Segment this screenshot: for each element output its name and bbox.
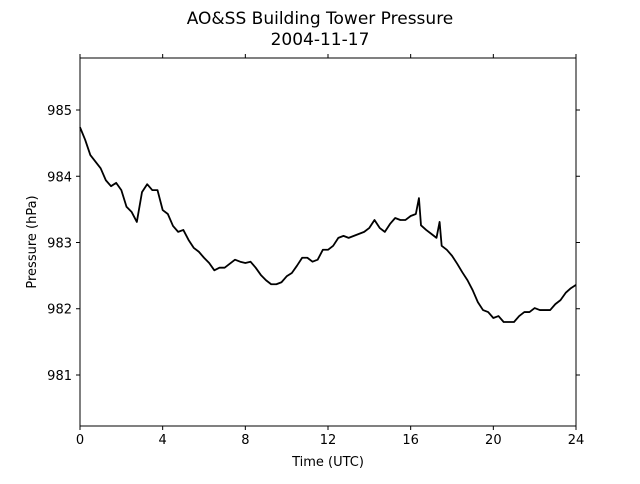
x-tick-label: 4 xyxy=(159,433,167,448)
chart-subtitle: 2004-11-17 xyxy=(271,30,370,50)
x-tick-label: 16 xyxy=(402,433,419,448)
y-tick-label: 982 xyxy=(47,303,72,318)
x-axis-label: Time (UTC) xyxy=(291,455,364,470)
y-axis-label: Pressure (hPa) xyxy=(25,195,40,288)
plot-frame xyxy=(79,57,577,427)
line xyxy=(79,126,577,323)
y-tick-label: 981 xyxy=(47,369,72,384)
chart-title: AO&SS Building Tower Pressure xyxy=(187,9,454,29)
x-tick-label: 0 xyxy=(76,433,84,448)
x-tick-label: 8 xyxy=(241,433,249,448)
y-tick-label: 985 xyxy=(47,104,72,119)
x-tick-label: 24 xyxy=(568,433,585,448)
x-tick-label: 12 xyxy=(320,433,337,448)
x-tick-label: 20 xyxy=(485,433,502,448)
y-tick-label: 983 xyxy=(47,236,72,251)
y-tick-label: 984 xyxy=(47,170,72,185)
